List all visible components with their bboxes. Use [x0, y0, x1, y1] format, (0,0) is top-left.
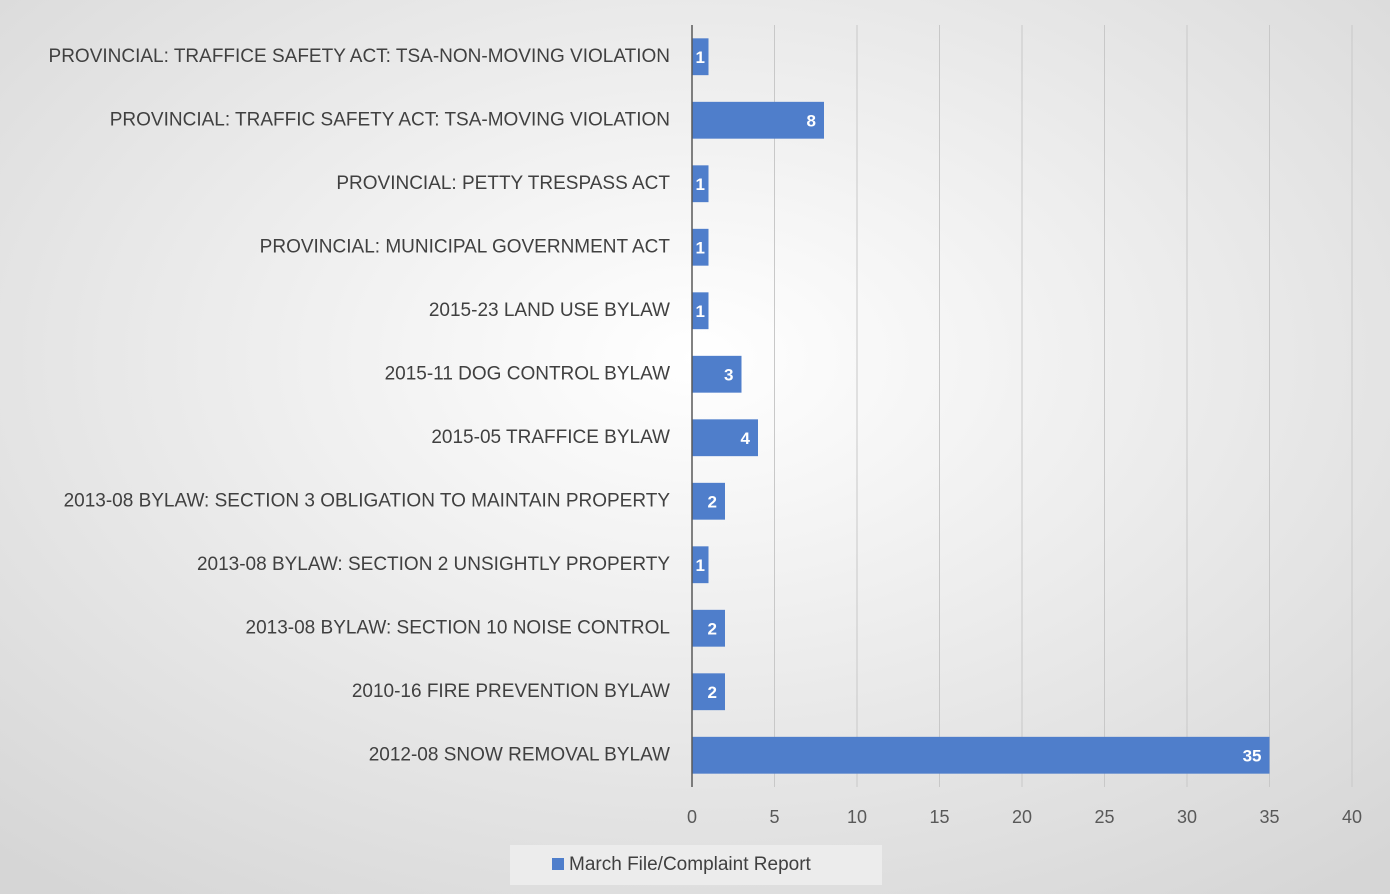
bar — [692, 419, 758, 457]
data-label: 8 — [807, 112, 816, 131]
x-tick-label: 20 — [1012, 807, 1032, 827]
y-tick-label: 2013-08 BYLAW: SECTION 3 OBLIGATION TO M… — [64, 490, 671, 511]
y-tick-label: PROVINCIAL: MUNICIPAL GOVERNMENT ACT — [260, 236, 671, 257]
y-tick-label: 2015-23 LAND USE BYLAW — [429, 300, 670, 321]
legend-swatch — [552, 858, 564, 870]
data-label: 3 — [724, 366, 733, 385]
data-label: 2 — [708, 620, 717, 639]
data-label: 4 — [741, 429, 751, 448]
x-tick-label: 5 — [769, 807, 779, 827]
data-label: 2 — [708, 683, 717, 702]
x-tick-label: 15 — [929, 807, 949, 827]
data-label: 1 — [696, 239, 705, 258]
y-tick-label: PROVINCIAL: TRAFFICE SAFETY ACT: TSA-NON… — [49, 46, 670, 67]
data-label: 35 — [1243, 747, 1262, 766]
y-tick-label: 2013-08 BYLAW: SECTION 2 UNSIGHTLY PROPE… — [197, 554, 670, 575]
data-label: 1 — [696, 302, 705, 321]
bar — [692, 101, 824, 139]
data-label: 1 — [696, 556, 705, 575]
x-tick-label: 10 — [847, 807, 867, 827]
legend-box — [510, 845, 882, 885]
y-tick-label: 2010-16 FIRE PREVENTION BYLAW — [352, 681, 670, 702]
y-tick-label: 2012-08 SNOW REMOVAL BYLAW — [369, 744, 670, 765]
data-label: 1 — [696, 175, 705, 194]
data-label: 2 — [708, 493, 717, 512]
x-tick-label: 30 — [1177, 807, 1197, 827]
bar — [692, 38, 709, 76]
bar — [692, 482, 725, 520]
y-tick-label: PROVINCIAL: TRAFFIC SAFETY ACT: TSA-MOVI… — [110, 109, 670, 130]
y-tick-label: 2013-08 BYLAW: SECTION 10 NOISE CONTROL — [246, 617, 670, 638]
bar — [692, 228, 709, 266]
y-tick-label: PROVINCIAL: PETTY TRESPASS ACT — [336, 173, 670, 194]
x-tick-label: 40 — [1342, 807, 1362, 827]
bar — [692, 165, 709, 203]
bar — [692, 736, 1270, 774]
bar — [692, 609, 725, 647]
x-tick-label: 25 — [1094, 807, 1114, 827]
bar — [692, 292, 709, 330]
x-tick-label: 35 — [1259, 807, 1279, 827]
y-tick-label: 2015-05 TRAFFICE BYLAW — [431, 427, 670, 448]
bar — [692, 546, 709, 584]
x-tick-label: 0 — [687, 807, 697, 827]
bar — [692, 673, 725, 711]
data-label: 1 — [696, 48, 705, 67]
y-tick-label: 2015-11 DOG CONTROL BYLAW — [385, 363, 671, 384]
legend-label: March File/Complaint Report — [569, 854, 812, 875]
bar — [692, 355, 742, 393]
